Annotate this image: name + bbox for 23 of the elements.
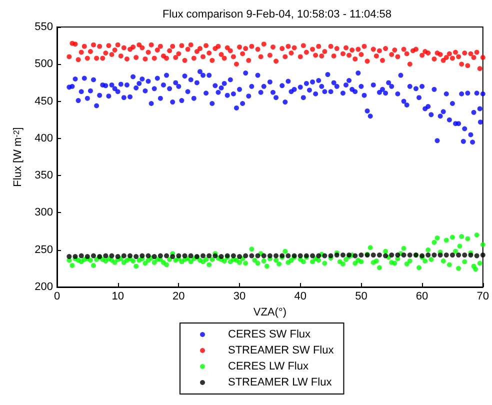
x-tick-label: 40 [294,290,306,302]
y-tick-label: 300 [34,206,53,219]
y-tick-label: 200 [34,281,53,293]
x-tick-label: 70 [476,290,490,302]
y-tick-label: 250 [34,244,53,256]
legend-label: STREAMER SW Flux [228,344,334,356]
y-tick-label: 350 [34,170,53,182]
x-axis-title: VZA(°) [253,306,287,318]
chart-title: Flux comparison 9-Feb-04, 10:58:03 - 11:04:58 [162,8,392,20]
legend-label: STREAMER LW Flux [228,376,332,388]
y-tick-label: 500 [34,58,53,70]
y-tick-label: 400 [34,132,53,144]
y-tick-label: 550 [34,21,53,33]
y-tick-label: 450 [34,95,53,108]
y-axis-title: Flux [W m-2] [12,127,24,187]
x-tick-label: 20 [172,290,185,302]
x-tick-label: 60 [416,290,428,302]
x-tick-label: 0 [54,290,60,302]
x-tick-label: 10 [112,290,124,302]
x-tick-label: 30 [233,290,246,302]
legend-label: CERES LW Flux [228,360,309,372]
legend-label: CERES SW Flux [228,328,312,340]
x-tick-label: 50 [355,290,368,302]
